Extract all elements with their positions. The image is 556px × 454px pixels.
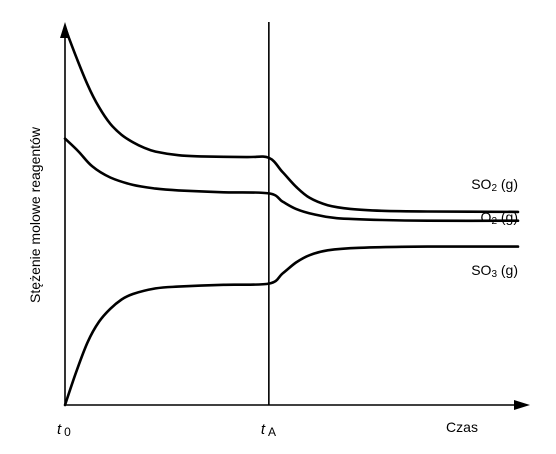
- x-axis-label: Czas: [446, 419, 478, 435]
- series-label-o2: O2 (g): [481, 209, 518, 227]
- series-group: [63, 26, 520, 407]
- series-label-so2: SO2 (g): [471, 176, 518, 194]
- x-axis-arrowhead: [514, 400, 530, 410]
- series-line-o2: [63, 137, 520, 223]
- series-label-so3: SO3 (g): [471, 262, 518, 280]
- series-line-so3: [63, 245, 520, 407]
- y-axis-label: Stężenie molowe reagentów: [27, 126, 43, 303]
- series-line-so2: [63, 26, 520, 214]
- series-labels: SO2 (g) O2 (g) SO3 (g): [471, 176, 518, 280]
